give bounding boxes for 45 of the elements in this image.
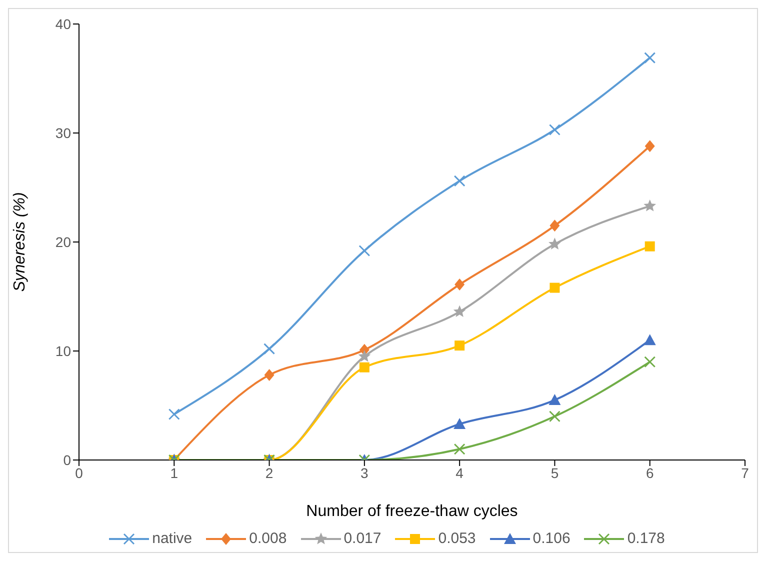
- legend-label: 0.017: [342, 530, 382, 547]
- y-tick-label: 40: [55, 16, 72, 32]
- point: [548, 394, 561, 406]
- y-tick-label: 30: [55, 124, 72, 141]
- x-tick-label: 7: [741, 464, 750, 481]
- point: [264, 368, 274, 381]
- y-tick-label: 10: [55, 342, 72, 359]
- x-axis-title: Number of freeze-thaw cycles: [306, 503, 518, 520]
- x-tick-label: 2: [265, 464, 274, 481]
- point: [454, 340, 465, 351]
- point: [550, 282, 560, 293]
- point: [644, 334, 656, 346]
- legend-label: 0.106: [532, 530, 570, 547]
- legend-label: 0.178: [626, 530, 665, 547]
- point: [264, 343, 276, 355]
- x-tick-label: 4: [456, 464, 464, 481]
- point: [550, 220, 560, 232]
- point: [644, 356, 656, 368]
- y-axis-title: Syneresis (%): [12, 192, 29, 292]
- point: [454, 278, 465, 291]
- point: [548, 238, 561, 250]
- point: [548, 124, 560, 136]
- point: [548, 410, 560, 422]
- x-tick-label: 5: [550, 464, 559, 481]
- point: [358, 350, 371, 362]
- point: [644, 140, 655, 152]
- y-tick-label: 20: [55, 234, 72, 250]
- point: [644, 52, 656, 64]
- point: [358, 244, 370, 256]
- point: [644, 200, 656, 212]
- legend-label: 0.008: [248, 530, 287, 547]
- point: [644, 241, 655, 252]
- legend-label: native: [151, 530, 192, 547]
- y-tick-label: 0: [63, 452, 72, 468]
- point: [454, 175, 466, 187]
- point: [454, 443, 466, 455]
- point: [168, 408, 180, 420]
- x-tick-label: 0: [75, 464, 84, 481]
- point: [454, 418, 466, 430]
- legend-label: 0.053: [437, 530, 476, 547]
- x-tick-label: 1: [170, 464, 178, 481]
- x-tick-label: 6: [646, 464, 654, 481]
- point: [359, 362, 370, 372]
- point: [453, 305, 466, 318]
- x-tick-label: 3: [360, 464, 369, 481]
